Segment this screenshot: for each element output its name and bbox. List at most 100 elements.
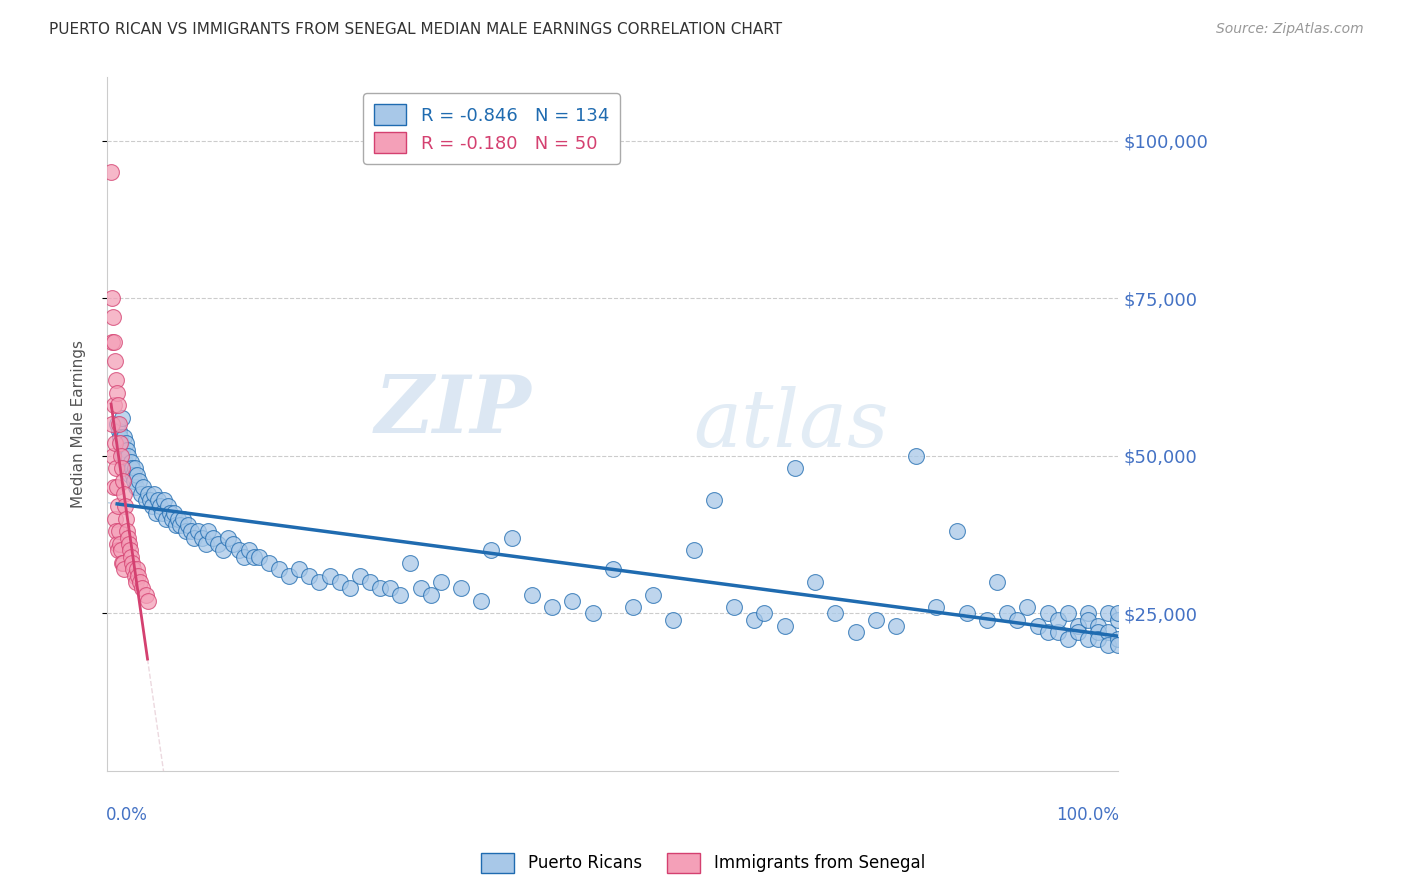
Point: [278, 568, 301, 582]
Point: [141, 500, 163, 514]
Point: [167, 512, 190, 526]
Point: [104, 354, 127, 368]
Point: [956, 607, 979, 621]
Point: [257, 556, 280, 570]
Point: [111, 461, 134, 475]
Point: [884, 619, 907, 633]
Point: [744, 613, 766, 627]
Point: [191, 531, 214, 545]
Point: [115, 512, 138, 526]
Point: [159, 506, 181, 520]
Point: [121, 461, 143, 475]
Point: [380, 581, 402, 595]
Point: [124, 474, 146, 488]
Point: [180, 524, 202, 539]
Point: [1108, 638, 1130, 652]
Point: [1067, 619, 1090, 633]
Point: [238, 543, 260, 558]
Point: [1046, 625, 1069, 640]
Point: [662, 613, 685, 627]
Point: [197, 524, 219, 539]
Point: [115, 436, 138, 450]
Point: [1097, 625, 1119, 640]
Point: [247, 549, 270, 564]
Point: [368, 581, 391, 595]
Point: [107, 398, 129, 412]
Point: [125, 574, 148, 589]
Point: [754, 607, 776, 621]
Point: [945, 524, 967, 539]
Point: [986, 574, 1008, 589]
Point: [541, 600, 564, 615]
Point: [1046, 613, 1069, 627]
Point: [108, 424, 131, 438]
Point: [127, 562, 149, 576]
Point: [773, 619, 796, 633]
Point: [118, 537, 141, 551]
Point: [131, 581, 153, 595]
Point: [470, 594, 492, 608]
Point: [1108, 632, 1130, 646]
Legend: R = -0.846   N = 134, R = -0.180   N = 50: R = -0.846 N = 134, R = -0.180 N = 50: [363, 94, 620, 164]
Point: [122, 562, 145, 576]
Point: [1077, 632, 1099, 646]
Point: [1057, 607, 1080, 621]
Point: [111, 442, 134, 457]
Point: [399, 556, 422, 570]
Point: [112, 449, 135, 463]
Point: [105, 537, 128, 551]
Point: [122, 467, 145, 482]
Point: [995, 607, 1018, 621]
Point: [111, 556, 134, 570]
Point: [104, 436, 127, 450]
Point: [207, 537, 229, 551]
Point: [703, 492, 725, 507]
Point: [643, 588, 665, 602]
Point: [114, 500, 136, 514]
Point: [177, 518, 200, 533]
Point: [120, 467, 142, 482]
Point: [202, 531, 225, 545]
Point: [621, 600, 644, 615]
Point: [925, 600, 948, 615]
Point: [450, 581, 472, 595]
Point: [146, 492, 169, 507]
Point: [127, 568, 149, 582]
Point: [217, 531, 239, 545]
Point: [1097, 638, 1119, 652]
Point: [112, 430, 135, 444]
Point: [783, 461, 806, 475]
Point: [110, 436, 132, 450]
Point: [127, 467, 149, 482]
Point: [804, 574, 827, 589]
Point: [359, 574, 381, 589]
Legend: Puerto Ricans, Immigrants from Senegal: Puerto Ricans, Immigrants from Senegal: [474, 847, 932, 880]
Point: [1057, 632, 1080, 646]
Point: [105, 461, 128, 475]
Point: [1087, 625, 1109, 640]
Point: [101, 417, 124, 432]
Point: [150, 506, 173, 520]
Point: [682, 543, 704, 558]
Point: [105, 385, 128, 400]
Point: [172, 512, 194, 526]
Point: [169, 518, 191, 533]
Point: [120, 543, 142, 558]
Point: [142, 486, 165, 500]
Point: [121, 556, 143, 570]
Point: [160, 512, 183, 526]
Point: [117, 524, 139, 539]
Point: [136, 486, 159, 500]
Point: [905, 449, 928, 463]
Point: [228, 543, 250, 558]
Point: [561, 594, 583, 608]
Point: [318, 568, 340, 582]
Point: [100, 165, 122, 179]
Point: [187, 524, 209, 539]
Point: [520, 588, 543, 602]
Text: atlas: atlas: [693, 385, 889, 463]
Point: [430, 574, 453, 589]
Point: [155, 512, 177, 526]
Point: [120, 549, 142, 564]
Point: [1087, 619, 1109, 633]
